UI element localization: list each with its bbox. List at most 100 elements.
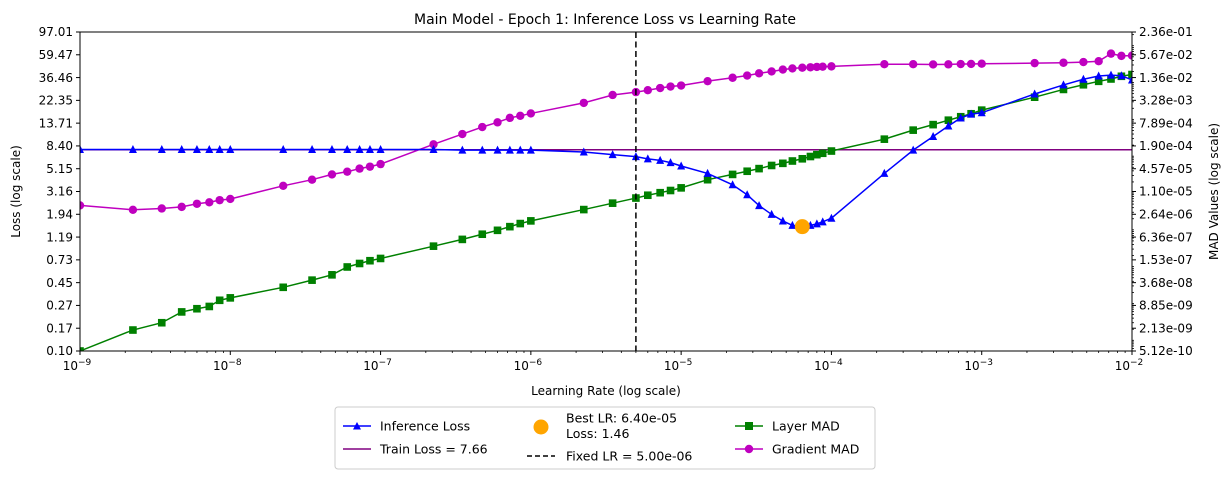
data-point-circle (1030, 58, 1039, 68)
left-y-tick-label: 0.10 (46, 344, 73, 358)
left-y-tick-label: 22.35 (39, 94, 73, 108)
data-point-square (366, 256, 374, 265)
data-point-square (666, 186, 675, 195)
data-point-square (798, 154, 807, 163)
x-tick-label: 10−6 (514, 358, 543, 373)
data-point-square (929, 120, 937, 129)
data-point-triangle (1030, 89, 1039, 98)
data-point-square (516, 219, 525, 228)
data-point-square (129, 326, 137, 334)
data-point-square (205, 302, 214, 311)
data-point-triangle (944, 121, 953, 130)
data-point-circle (365, 162, 375, 171)
data-point-circle (478, 122, 487, 132)
data-point-square (677, 184, 685, 192)
data-point-square (376, 254, 385, 263)
left-y-tick-label: 0.17 (46, 321, 73, 335)
data-point-circle (1094, 57, 1103, 66)
data-point-triangle (458, 145, 467, 154)
data-point-square (1079, 80, 1088, 89)
data-point-triangle (1094, 71, 1103, 80)
data-point-triangle (343, 145, 352, 154)
data-point-triangle (812, 219, 821, 228)
data-point-square (226, 294, 235, 302)
legend-frame (334, 406, 876, 470)
right-y-tick-label: 4.57e-05 (1139, 162, 1193, 176)
data-point-circle (205, 198, 214, 207)
data-point-circle (703, 76, 712, 86)
data-point-square (944, 116, 953, 124)
x-axis-label: Learning Rate (log scale) (531, 384, 681, 398)
data-point-triangle (279, 145, 288, 154)
data-point-circle (880, 60, 889, 69)
data-point-square (177, 308, 186, 316)
series-gradient-mad (80, 49, 1132, 215)
x-tick-label: 10−7 (363, 358, 392, 373)
data-point-triangle (128, 145, 137, 154)
data-point-circle (307, 175, 317, 184)
x-tick-label: 10−2 (1115, 358, 1144, 373)
data-point-triangle (226, 145, 235, 154)
right-y-tick-label: 5.67e-02 (1139, 48, 1193, 62)
data-point-square (813, 150, 821, 159)
legend-item-gradient-mad: Gradient MAD (735, 442, 859, 457)
data-point-triangle (666, 158, 675, 167)
left-y-axis-ticks: 0.10 0.17 0.27 0.45 0.73 1.19 1.94 3.16 5.15 8.40… (39, 25, 80, 358)
data-point-circle (215, 195, 224, 205)
data-point-square (157, 318, 166, 327)
legend: Inference Loss Train Loss = 7.66 Best LR… (334, 406, 876, 470)
data-point-circle (376, 159, 385, 169)
data-point-triangle (365, 145, 374, 154)
data-point-square (767, 161, 776, 170)
data-point-triangle (1128, 75, 1132, 84)
data-point-square (743, 167, 751, 176)
data-point-circle (676, 81, 686, 90)
chart-title: Main Model - Epoch 1: Inference Loss vs … (414, 12, 796, 28)
data-point-circle (643, 85, 653, 95)
legend-label: Fixed LR = 5.00e-06 (566, 449, 692, 464)
data-point-triangle (767, 209, 776, 218)
data-point-triangle (656, 155, 665, 164)
data-point-circle (666, 82, 675, 91)
x-tick-label: 10−5 (664, 358, 693, 373)
data-point-triangle (909, 145, 918, 154)
right-y-tick-label: 2.64e-06 (1139, 207, 1193, 221)
data-point-circle (966, 59, 976, 69)
data-point-square (806, 152, 815, 161)
data-point-triangle (505, 145, 514, 154)
data-point-circle (754, 69, 764, 78)
data-point-triangle (493, 145, 502, 154)
data-point-triangle (880, 168, 889, 177)
data-point-square (215, 296, 224, 305)
data-point-triangle (728, 180, 737, 189)
data-point-triangle (956, 113, 965, 122)
left-y-tick-label: 97.01 (39, 25, 73, 39)
left-y-tick-label: 5.15 (46, 162, 73, 176)
legend-item-best-lr: Best LR: 6.40e-05 Loss: 1.46 (533, 411, 677, 441)
data-point-circle (429, 140, 438, 149)
data-point-triangle (516, 145, 525, 154)
left-y-tick-label: 1.19 (46, 230, 73, 244)
data-point-circle (80, 201, 85, 210)
data-point-triangle (778, 216, 787, 225)
right-y-tick-label: 2.36e-01 (1139, 25, 1193, 39)
data-point-circle (579, 98, 588, 108)
data-point-circle (977, 59, 986, 68)
series-inference-loss (80, 70, 1132, 231)
right-y-tick-label: 7.89e-04 (1139, 116, 1193, 130)
data-point-triangle (526, 145, 535, 154)
data-point-triangle (1117, 71, 1126, 80)
right-y-tick-label: 1.90e-04 (1139, 139, 1193, 153)
x-tick-label: 10−4 (814, 358, 843, 373)
data-point-circle (908, 60, 918, 69)
data-point-triangle (788, 220, 797, 229)
data-point-triangle (1059, 80, 1068, 89)
data-point-circle (526, 109, 536, 118)
x-tick-label: 10−9 (63, 358, 92, 373)
right-y-tick-label: 3.28e-03 (1139, 94, 1193, 108)
data-point-square (493, 226, 502, 235)
legend-label: Best LR: 6.40e-05 (566, 411, 677, 426)
plot-frame (79, 31, 1133, 352)
data-point-square (478, 230, 487, 239)
